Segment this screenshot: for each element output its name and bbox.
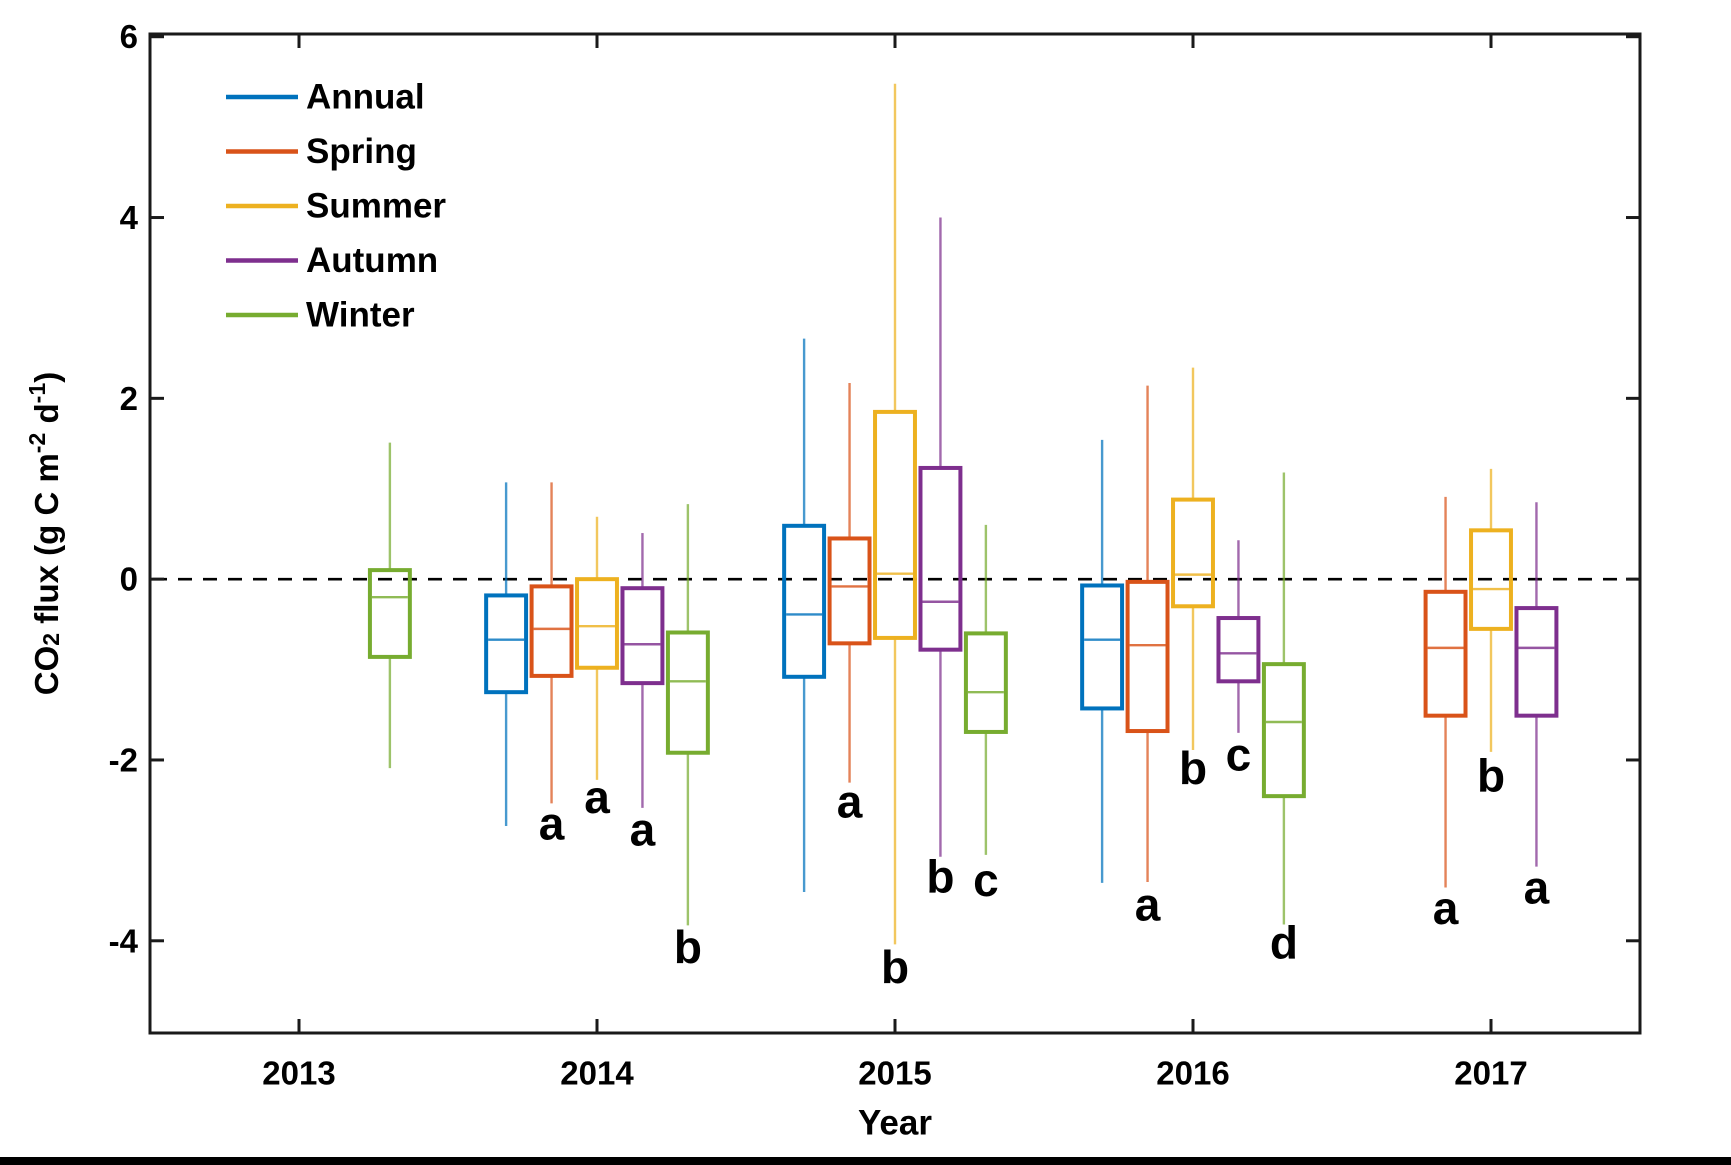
box-2017-summer [1469, 528, 1513, 631]
sig-letter-2015-winter: c [973, 854, 999, 906]
x-tick-label-2017: 2017 [1454, 1055, 1527, 1092]
box-2014-autumn [620, 586, 665, 686]
box-2015-annual [782, 523, 827, 679]
y-tick-label-0: 0 [120, 561, 138, 598]
box-2017-autumn [1514, 606, 1559, 718]
y-axis-label-part: ) [28, 372, 65, 383]
sig-letter-2016-autumn: c [1226, 729, 1252, 781]
box-2016-spring [1125, 579, 1170, 734]
y-axis-label-part: 2 [38, 633, 64, 646]
bottom-bar [0, 1157, 1731, 1165]
sig-letter-2015-autumn: b [926, 851, 954, 903]
y-axis-label: CO2 flux (g C m-2 d-1) [24, 372, 64, 695]
box-2014-annual [484, 593, 529, 695]
sig-letter-2014-autumn: a [630, 804, 656, 856]
sig-letter-2014-spring: a [539, 797, 565, 849]
sig-letter-2017-autumn: a [1524, 861, 1550, 913]
y-axis-label-part: d [28, 403, 65, 432]
y-axis-label-part: -1 [24, 383, 50, 404]
box-2016-autumn [1216, 616, 1261, 684]
box-2016-summer [1171, 497, 1215, 609]
legend-label-autumn: Autumn [306, 241, 438, 280]
y-tick-label--4: -4 [109, 922, 139, 959]
sig-letter-2017-spring: a [1433, 882, 1459, 934]
y-axis-label-part: flux (g C m [28, 453, 65, 633]
y-axis-label-part: CO [28, 646, 65, 696]
box-2015-spring [827, 536, 872, 646]
sig-letter-2014-winter: b [674, 921, 702, 973]
y-tick-label-4: 4 [120, 199, 139, 236]
y-axis-label-part: -2 [24, 433, 50, 454]
sig-letter-2015-summer: b [881, 941, 909, 993]
y-tick-label-2: 2 [120, 380, 138, 417]
sig-letter-2016-winter: d [1270, 917, 1298, 969]
y-tick-label-6: 6 [120, 18, 138, 55]
box-2015-winter [963, 631, 1008, 734]
x-tick-label-2016: 2016 [1156, 1055, 1229, 1092]
legend-label-annual: Annual [306, 78, 425, 117]
box-2014-summer [575, 577, 619, 670]
x-tick-label-2015: 2015 [858, 1055, 931, 1092]
sig-letter-2015-spring: a [837, 776, 863, 828]
box-2014-spring [529, 584, 574, 678]
box-2014-winter [665, 630, 710, 755]
x-tick-label-2013: 2013 [262, 1055, 335, 1092]
x-axis-label: Year [858, 1104, 932, 1143]
x-tick-label-2014: 2014 [560, 1055, 634, 1092]
legend-label-spring: Spring [306, 132, 417, 171]
y-tick-label--2: -2 [109, 741, 138, 778]
box-2016-annual [1080, 583, 1125, 711]
box-2013-winter [367, 568, 412, 659]
box-2015-autumn [918, 465, 963, 652]
box-2015-summer [873, 409, 917, 640]
sig-letter-2014-summer: a [584, 771, 610, 823]
legend-label-winter: Winter [306, 296, 415, 335]
sig-letter-2016-summer: b [1179, 742, 1207, 794]
legend-label-summer: Summer [306, 187, 446, 226]
box-2017-spring [1423, 589, 1468, 718]
sig-letter-2016-spring: a [1135, 879, 1161, 931]
box-2016-winter [1261, 662, 1306, 799]
sig-letter-2017-summer: b [1477, 749, 1505, 801]
